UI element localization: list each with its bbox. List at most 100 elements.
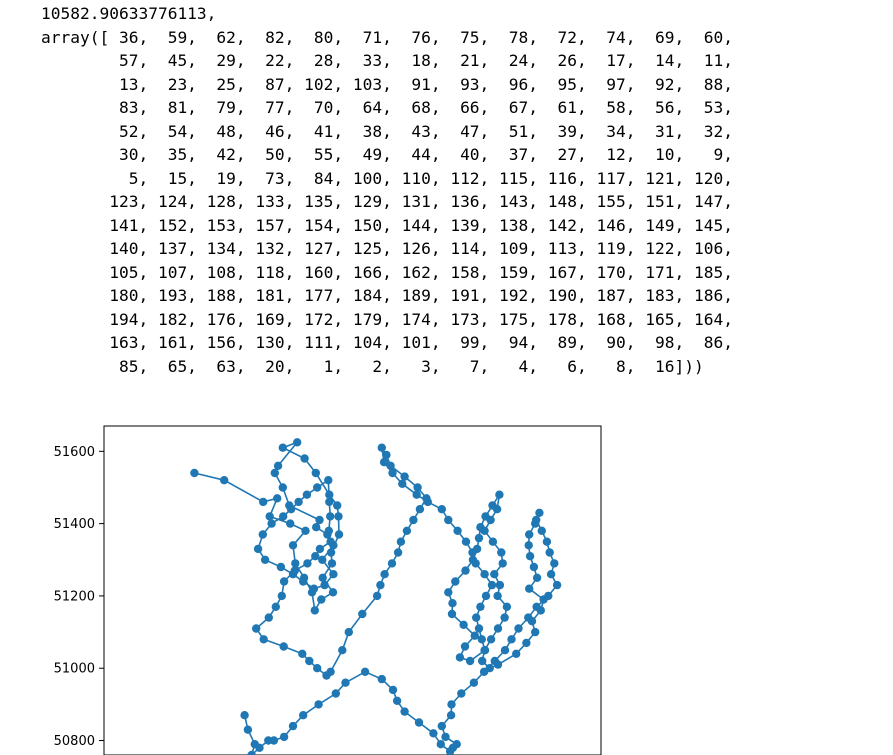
series-point [324,476,333,485]
series-point [444,515,453,525]
series-point [294,497,303,507]
series-point [333,501,342,510]
series-point [372,591,382,601]
series-point [320,580,329,590]
series-point [259,497,268,507]
series-point [326,512,335,521]
series-point [490,570,499,579]
plot-figure: 50800 51000 51200 51400 51600 [0,405,893,755]
series-point [493,591,502,601]
series-point [441,732,450,742]
y-axis-ticks: 50800 51000 51200 51400 51600 [54,445,104,749]
series-point [512,649,521,658]
series-point [387,559,397,568]
series-point [341,678,350,687]
series-point [488,537,498,546]
series-point [312,523,321,532]
series-point [291,559,300,568]
series-point [325,497,334,507]
output-line: 5, 15, 19, 73, 84, 100, 110, 112, 115, 1… [41,168,733,188]
series-point [298,649,307,658]
series-point [544,591,553,601]
series-point [380,570,389,579]
series-point [446,711,456,720]
series-point [326,537,335,546]
series-point [360,667,370,676]
series-point [480,646,489,655]
series-point [276,562,286,572]
series-point [279,512,288,521]
series-point [447,609,457,619]
series-point [480,526,489,535]
series-point [396,537,406,546]
series-point [260,555,270,564]
series-point [293,438,302,447]
series-point [455,653,465,662]
series-point [270,468,279,478]
series-point [507,635,516,644]
series-point [313,483,322,492]
series-point [279,732,289,742]
series-point [277,591,286,601]
series-point [318,573,327,582]
series-point [377,443,386,452]
series-point [468,555,478,564]
series-point [492,505,502,514]
series-point [305,656,314,666]
series-point [300,454,309,463]
series-point [429,729,438,738]
series-point [311,468,320,478]
series-point [495,490,504,499]
output-line: 180, 193, 188, 181, 177, 184, 189, 191, … [41,286,733,305]
series-point [334,530,344,539]
series-point [457,689,466,698]
plot-axes-frame [103,425,602,755]
series-point [288,721,298,731]
series-point [288,541,298,550]
series-point [481,591,491,601]
series-point [331,689,340,698]
y-tick-label: 51200 [54,589,95,604]
series-point [480,570,489,579]
series-point [546,570,556,579]
output-line: array([ 36, 59, 62, 82, 80, 71, 76, 75, … [41,27,733,47]
series-point [344,627,353,637]
output-line: 85, 65, 63, 20, 1, 2, 3, 7, 4, 6, 8, 16]… [41,356,704,376]
output-line: 194, 182, 176, 169, 172, 179, 174, 173, … [41,309,733,329]
series-point [388,468,397,478]
series-point [315,544,325,554]
series-point [474,533,484,543]
series-point [338,646,347,655]
series-point [393,548,403,557]
series-point [376,580,385,590]
series-point [525,584,534,593]
series-point [552,580,562,590]
series-point [444,588,453,597]
series-point [302,490,312,499]
series-point [299,711,308,720]
series-point [532,515,541,525]
tour-series [190,438,562,755]
y-tick-label: 50800 [54,734,95,749]
series-point [286,519,295,528]
series-point [314,700,323,709]
series-point [414,718,424,727]
series-point [334,512,343,521]
series-point [258,530,267,539]
series-point [329,570,338,579]
series-point [529,562,539,572]
series-point [550,559,559,568]
series-point [514,624,523,633]
series-point [220,476,229,485]
series-point [327,559,337,568]
series-point [398,479,407,488]
series-point [532,602,541,611]
y-tick-label: 51000 [54,662,95,677]
series-point [502,602,512,611]
series-point [317,595,326,604]
series-point [392,696,402,705]
series-point [278,443,287,452]
series-point [525,552,535,561]
series-point [324,526,333,535]
series-point [278,483,287,492]
